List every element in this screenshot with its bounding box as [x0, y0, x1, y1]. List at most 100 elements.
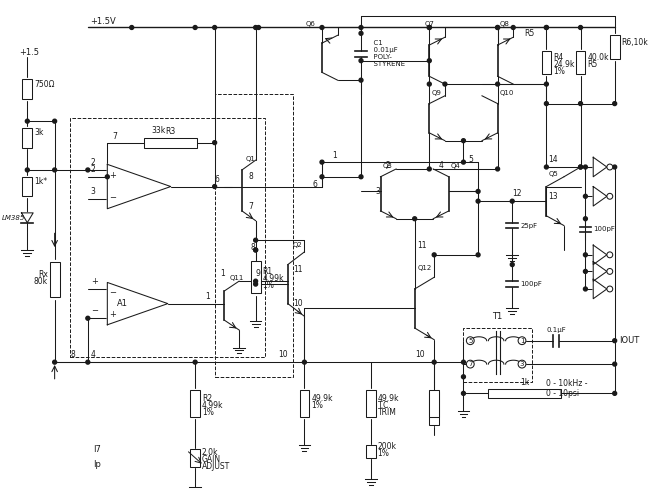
Text: 6: 6	[312, 181, 317, 189]
Bar	[488, 388, 561, 398]
Circle shape	[257, 25, 260, 29]
Circle shape	[359, 59, 363, 62]
Text: 1k: 1k	[520, 377, 529, 386]
Circle shape	[607, 193, 613, 199]
Text: R5: R5	[524, 29, 535, 38]
Text: 2: 2	[91, 165, 95, 174]
Circle shape	[25, 168, 29, 172]
Circle shape	[544, 25, 548, 29]
Text: 1%: 1%	[378, 449, 389, 458]
Text: 49.9k: 49.9k	[311, 394, 332, 403]
Circle shape	[607, 164, 613, 170]
Circle shape	[583, 165, 587, 169]
Circle shape	[320, 160, 324, 164]
Text: 13: 13	[548, 192, 558, 201]
Circle shape	[607, 252, 613, 258]
Circle shape	[359, 175, 363, 179]
Text: Q12: Q12	[417, 265, 432, 271]
Circle shape	[303, 360, 307, 364]
Bar	[366, 445, 376, 458]
Circle shape	[583, 287, 587, 291]
Text: 2: 2	[91, 158, 95, 167]
Text: 1%: 1%	[202, 408, 214, 417]
Text: GAIN: GAIN	[202, 455, 221, 464]
Text: Q10: Q10	[500, 90, 514, 96]
Text: 100pF: 100pF	[593, 227, 615, 233]
Circle shape	[496, 25, 500, 29]
Circle shape	[86, 316, 90, 320]
Text: 7: 7	[468, 361, 472, 367]
Text: +: +	[109, 310, 115, 319]
Text: 5: 5	[469, 155, 473, 164]
Circle shape	[613, 102, 617, 106]
Text: 10: 10	[278, 350, 288, 359]
Text: 1%: 1%	[262, 281, 274, 290]
Text: 4.99k: 4.99k	[202, 401, 224, 410]
Circle shape	[52, 119, 56, 123]
Circle shape	[613, 391, 617, 395]
Text: 3: 3	[376, 187, 380, 196]
Text: Q2: Q2	[293, 242, 303, 248]
Text: 12: 12	[513, 189, 522, 198]
Bar	[191, 390, 200, 417]
Circle shape	[427, 25, 432, 29]
Bar	[50, 262, 60, 297]
Text: 3k: 3k	[34, 128, 43, 137]
Text: −: −	[109, 193, 116, 202]
Text: 7: 7	[249, 201, 253, 210]
Text: Q9: Q9	[432, 90, 441, 96]
Circle shape	[253, 248, 258, 252]
Text: LM385: LM385	[2, 215, 25, 221]
Polygon shape	[108, 282, 168, 325]
Circle shape	[496, 82, 500, 86]
Circle shape	[583, 253, 587, 257]
Text: R6,10k: R6,10k	[621, 38, 648, 47]
Text: 49.9k: 49.9k	[378, 394, 399, 403]
Circle shape	[320, 25, 324, 29]
Circle shape	[583, 269, 587, 273]
Circle shape	[86, 360, 90, 364]
Circle shape	[253, 238, 258, 242]
Text: 1k*: 1k*	[34, 177, 47, 186]
Polygon shape	[593, 245, 607, 264]
Text: Rx: Rx	[38, 270, 48, 279]
Circle shape	[359, 25, 363, 29]
Text: 1: 1	[205, 292, 210, 301]
Circle shape	[518, 360, 526, 368]
Circle shape	[461, 160, 465, 164]
Text: +: +	[91, 277, 98, 286]
Circle shape	[427, 59, 432, 62]
Circle shape	[510, 199, 515, 203]
Text: 1%: 1%	[553, 67, 565, 76]
Circle shape	[544, 25, 548, 29]
Circle shape	[52, 360, 56, 364]
Text: 10: 10	[415, 350, 424, 359]
Circle shape	[413, 217, 417, 221]
Text: R1: R1	[262, 267, 273, 276]
Circle shape	[583, 217, 587, 221]
Text: 0.1μF: 0.1μF	[546, 327, 566, 333]
Text: ADJUST: ADJUST	[202, 462, 230, 471]
Text: C1
  0.01μF
  POLY-
  STYRENE: C1 0.01μF POLY- STYRENE	[369, 40, 405, 67]
Polygon shape	[593, 262, 607, 281]
Bar	[575, 51, 585, 74]
Circle shape	[253, 248, 258, 252]
Circle shape	[579, 165, 583, 169]
Bar	[214, 94, 293, 377]
Bar	[70, 118, 266, 357]
Text: 24.9k: 24.9k	[553, 60, 575, 69]
Text: 5: 5	[468, 338, 472, 344]
Circle shape	[544, 82, 548, 86]
Text: 9: 9	[255, 269, 260, 278]
Text: 14: 14	[548, 155, 558, 164]
Circle shape	[320, 175, 324, 179]
Text: 4: 4	[91, 350, 96, 359]
Text: 1: 1	[520, 338, 524, 344]
Circle shape	[579, 25, 583, 29]
Text: Q7: Q7	[424, 21, 434, 27]
Circle shape	[476, 189, 480, 193]
Text: 1: 1	[220, 269, 226, 278]
Circle shape	[579, 165, 583, 169]
Text: 7: 7	[112, 131, 117, 141]
Text: R3: R3	[166, 127, 176, 136]
